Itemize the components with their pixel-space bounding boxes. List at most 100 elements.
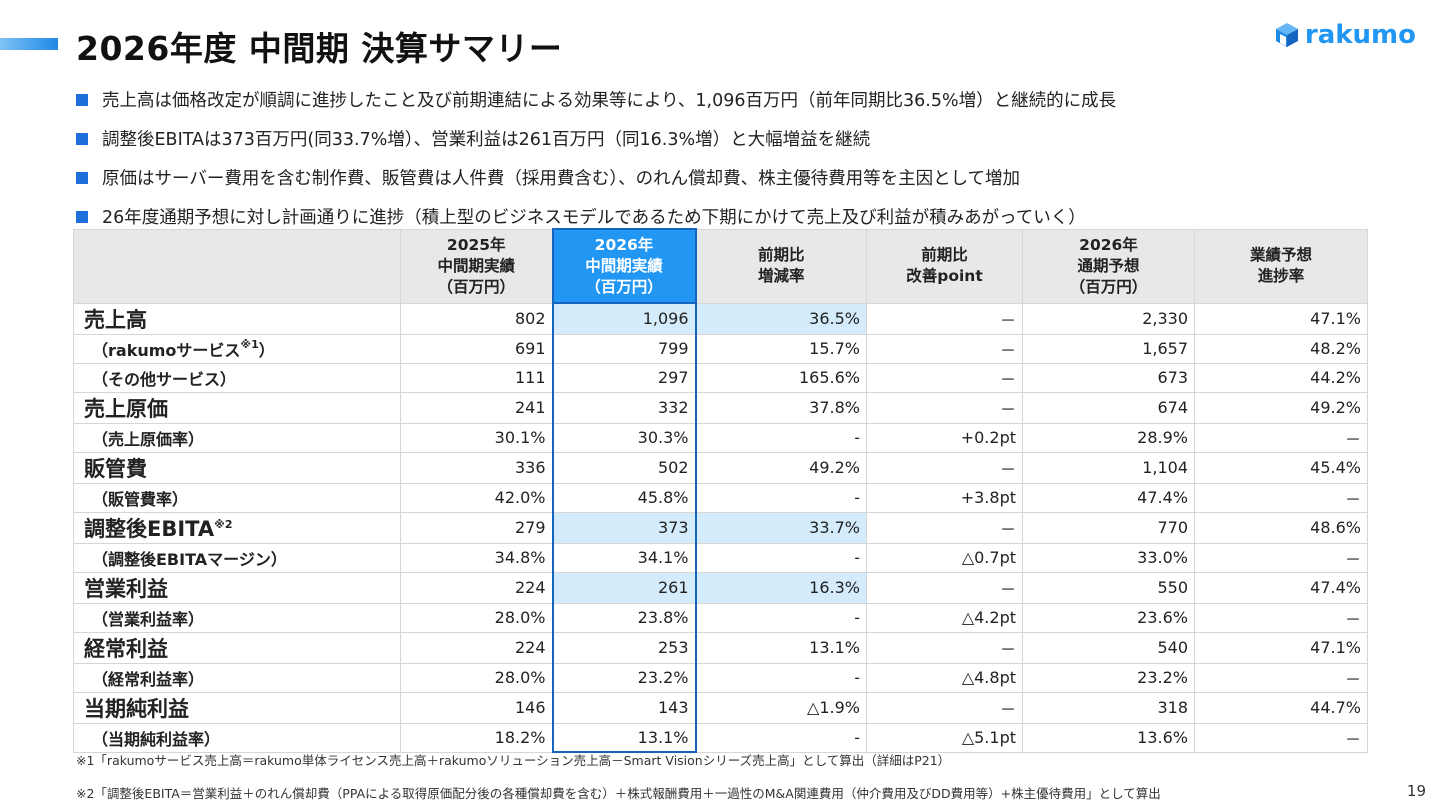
rakumo-logo-text: rakumo — [1304, 20, 1416, 50]
table-cell: 49.2% — [1194, 391, 1368, 424]
table-cell: +0.2pt — [866, 422, 1023, 453]
table-cell: - — [695, 422, 867, 453]
header-yoy-improvement-point: 前期比 改善point — [866, 228, 1023, 304]
table-cell: 146 — [400, 691, 553, 724]
table-cell: 13.1% — [551, 722, 697, 753]
row-label: （売上原価率） — [73, 422, 401, 453]
table-cell: － — [866, 511, 1023, 544]
table-cell: 1,104 — [1022, 451, 1195, 484]
table-cell: 1,657 — [1022, 333, 1195, 364]
table-cell: － — [1194, 602, 1368, 633]
page-number: 19 — [1406, 782, 1426, 800]
bullet-text: 調整後EBITAは373百万円(同33.7%増）、営業利益は261百万円（同16… — [102, 130, 871, 150]
header-2026-interim-actual: 2026年 中間期実績 （百万円） — [551, 228, 697, 304]
table-cell: 502 — [551, 451, 697, 484]
table-cell: － — [1194, 422, 1368, 453]
table-cell: 373 — [551, 511, 697, 544]
table-cell: 261 — [551, 571, 697, 604]
table-cell: 23.2% — [1022, 662, 1195, 693]
table-row: 売上高 802 1,096 36.5% － 2,330 47.1% — [73, 302, 1368, 335]
table-cell: 279 — [400, 511, 553, 544]
table-cell: 297 — [551, 362, 697, 393]
bullet-text: 原価はサーバー費用を含む制作費、販管費は人件費（採用費含む）、のれん償却費、株主… — [102, 169, 1021, 189]
table-cell: 318 — [1022, 691, 1195, 724]
table-row: （当期純利益率） 18.2% 13.1% - △5.1pt 13.6% － — [73, 722, 1368, 753]
table-cell: △4.2pt — [866, 602, 1023, 633]
table-cell: 673 — [1022, 362, 1195, 393]
table-row: （その他サービス） 111 297 165.6% － 673 44.2% — [73, 362, 1368, 393]
table-cell: 45.8% — [551, 482, 697, 513]
table-cell: 143 — [551, 691, 697, 724]
table-cell: 44.2% — [1194, 362, 1368, 393]
table-cell: - — [695, 662, 867, 693]
table-cell: △1.9% — [695, 691, 867, 724]
page-title: 2026年度 中間期 決算サマリー — [76, 29, 563, 68]
bullet-item: 売上高は価格改定が順調に進捗したこと及び前期連結による効果等により、1,096百… — [76, 80, 1416, 119]
table-cell: － — [866, 451, 1023, 484]
bullet-square-icon — [76, 171, 88, 184]
table-cell: － — [866, 391, 1023, 424]
row-label: 売上高 — [73, 302, 401, 335]
table-cell: 224 — [400, 631, 553, 664]
table-row: 営業利益 224 261 16.3% － 550 47.4% — [73, 571, 1368, 604]
table-header-row: 2025年 中間期実績 （百万円） 2026年 中間期実績 （百万円） 前期比 増減率 前… — [73, 228, 1368, 304]
bullet-square-icon — [76, 210, 88, 223]
table-cell: 28.9% — [1022, 422, 1195, 453]
table-cell: － — [1194, 482, 1368, 513]
footnotes: ※1「rakumoサービス売上高＝rakumo単体ライセンス売上高＋rakumo… — [76, 750, 1161, 810]
table-cell: － — [866, 631, 1023, 664]
table-row: 調整後EBITA※2 279 373 33.7% － 770 48.6% — [73, 511, 1368, 544]
table-cell: 802 — [400, 302, 553, 335]
rakumo-logo: rakumo — [1275, 20, 1416, 50]
table-cell: － — [866, 362, 1023, 393]
table-row: 経常利益 224 253 13.1% － 540 47.1% — [73, 631, 1368, 664]
row-label: （営業利益率） — [73, 602, 401, 633]
table-cell: 691 — [400, 333, 553, 364]
table-cell: 28.0% — [400, 662, 553, 693]
accent-bar — [0, 38, 58, 50]
table-cell: 47.4% — [1194, 571, 1368, 604]
table-cell: 253 — [551, 631, 697, 664]
table-row: （売上原価率） 30.1% 30.3% - +0.2pt 28.9% － — [73, 422, 1368, 453]
table-cell: － — [866, 691, 1023, 724]
table-cell: 241 — [400, 391, 553, 424]
header-label — [73, 228, 401, 304]
table-cell: 33.7% — [695, 511, 867, 544]
table-cell: 224 — [400, 571, 553, 604]
row-label: 調整後EBITA※2 — [73, 511, 401, 544]
row-label: （当期純利益率） — [73, 722, 401, 753]
table-cell: 540 — [1022, 631, 1195, 664]
table-row: 当期純利益 146 143 △1.9% － 318 44.7% — [73, 691, 1368, 724]
table-cell: 30.1% — [400, 422, 553, 453]
table-cell: 36.5% — [695, 302, 867, 335]
table-cell: 111 — [400, 362, 553, 393]
table-cell: 47.1% — [1194, 302, 1368, 335]
footnote-marker: ※2 — [214, 517, 233, 531]
table-cell: 799 — [551, 333, 697, 364]
table-cell: 550 — [1022, 571, 1195, 604]
table-cell: +3.8pt — [866, 482, 1023, 513]
table-cell: 47.1% — [1194, 631, 1368, 664]
table-cell: - — [695, 722, 867, 753]
row-label: （その他サービス） — [73, 362, 401, 393]
table-row: 売上原価 241 332 37.8% － 674 49.2% — [73, 391, 1368, 424]
table-cell: 1,096 — [551, 302, 697, 335]
table-cell: 44.7% — [1194, 691, 1368, 724]
table-row: （販管費率） 42.0% 45.8% - +3.8pt 47.4% － — [73, 482, 1368, 513]
row-label: （経常利益率） — [73, 662, 401, 693]
row-label: 当期純利益 — [73, 691, 401, 724]
table-cell: － — [1194, 542, 1368, 573]
footnote-1: ※1「rakumoサービス売上高＝rakumo単体ライセンス売上高＋rakumo… — [76, 753, 951, 768]
footnote-2: ※2「調整後EBITA＝営業利益＋のれん償却費（PPAによる取得原価配分後の各種… — [76, 786, 1161, 801]
table-cell: 23.8% — [551, 602, 697, 633]
table-cell: 15.7% — [695, 333, 867, 364]
header-2025-interim-actual: 2025年 中間期実績 （百万円） — [400, 228, 553, 304]
row-label: （rakumoサービス※1） — [73, 333, 401, 364]
table-row: （rakumoサービス※1） 691 799 15.7% － 1,657 48.2% — [73, 333, 1368, 364]
table-cell: 13.6% — [1022, 722, 1195, 753]
table-cell: 674 — [1022, 391, 1195, 424]
bullet-item: 26年度通期予想に対し計画通りに進捗（積上型のビジネスモデルであるため下期にかけ… — [76, 197, 1416, 236]
header-forecast-progress-rate: 業績予想 進捗率 — [1194, 228, 1368, 304]
table-cell: 45.4% — [1194, 451, 1368, 484]
table-row: 販管費 336 502 49.2% － 1,104 45.4% — [73, 451, 1368, 484]
